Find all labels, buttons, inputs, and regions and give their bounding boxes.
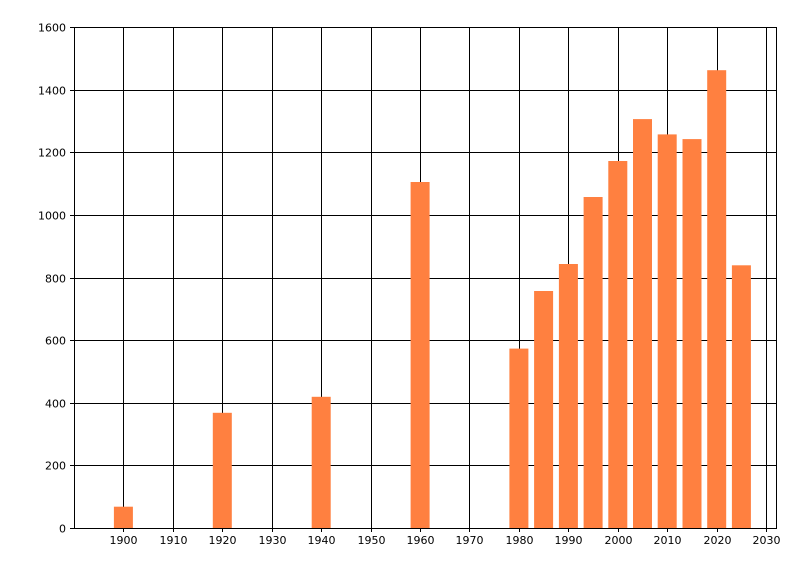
bar-2025 xyxy=(731,265,751,528)
y-tick-label: 800 xyxy=(45,273,66,286)
y-tick-label: 1000 xyxy=(38,210,66,223)
x-tick-label: 1940 xyxy=(308,534,336,547)
bar-1995 xyxy=(583,197,603,528)
bar-1990 xyxy=(558,264,578,528)
y-tick-label: 400 xyxy=(45,398,66,411)
x-tick-label: 1980 xyxy=(506,534,534,547)
bar-1940 xyxy=(311,396,331,528)
y-tick-label: 1200 xyxy=(38,147,66,160)
x-tick-label: 1920 xyxy=(209,534,237,547)
y-tick-label: 1600 xyxy=(38,22,66,35)
tick-labels: 0 200 400 600 800 1000 1200 1400 1600 1900 1910 192… xyxy=(38,22,781,548)
y-tick-label: 0 xyxy=(59,523,66,536)
x-tick-label: 2010 xyxy=(654,534,682,547)
bar-1900 xyxy=(113,506,133,528)
x-tick-label: 2020 xyxy=(704,534,732,547)
y-tick-label: 600 xyxy=(45,335,66,348)
bar-1960 xyxy=(410,182,430,528)
x-tick-label: 1900 xyxy=(110,534,138,547)
bars xyxy=(113,70,751,528)
bar-2005 xyxy=(633,119,652,528)
y-tick-label: 1400 xyxy=(38,85,66,98)
bar-1980 xyxy=(509,348,529,528)
x-tick-label: 2030 xyxy=(753,534,781,547)
bar-1920 xyxy=(212,412,232,528)
bar-2015 xyxy=(682,139,702,528)
bar-1985 xyxy=(534,291,554,528)
bar-2010 xyxy=(657,134,677,528)
axes xyxy=(70,27,777,532)
x-tick-label: 1930 xyxy=(259,534,287,547)
bar-2000 xyxy=(608,161,628,528)
x-tick-label: 1970 xyxy=(456,534,484,547)
x-tick-label: 1950 xyxy=(358,534,386,547)
bar-2020 xyxy=(707,70,727,528)
y-tick-label: 200 xyxy=(45,460,66,473)
x-tick-label: 2000 xyxy=(605,534,633,547)
x-tick-label: 1990 xyxy=(555,534,583,547)
x-tick-label: 1910 xyxy=(160,534,188,547)
x-tick-label: 1960 xyxy=(407,534,435,547)
